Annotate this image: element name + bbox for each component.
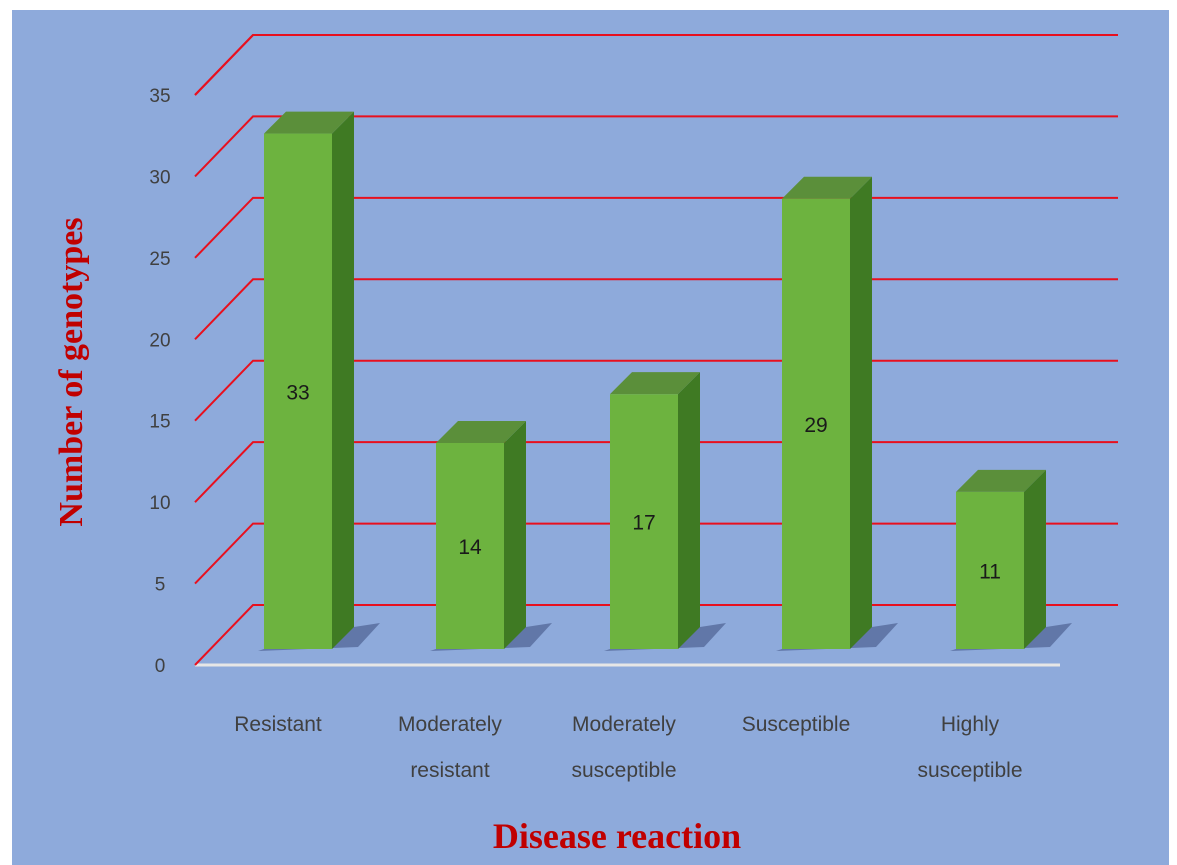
bar-top (782, 176, 872, 199)
gridline (194, 115, 1118, 178)
bar (782, 198, 850, 649)
bars: 33 14 17 29 11 (264, 111, 1046, 650)
y-tick-label: 0 (155, 656, 166, 677)
bar (610, 394, 678, 649)
x-axis-categories: Resistant Moderately resistant Moderately su… (234, 713, 1022, 782)
gridline (194, 34, 1118, 96)
y-axis-title: Number of genotypes (53, 217, 90, 526)
x-tick-label: Highly susceptible (917, 713, 1022, 782)
bar (436, 443, 504, 649)
y-tick-label: 35 (149, 86, 170, 107)
x-tick-label: Moderately susceptible (571, 713, 676, 782)
data-label: 33 (286, 381, 309, 404)
bar-side (850, 176, 872, 649)
data-label: 14 (458, 536, 482, 559)
x-tick-label: Resistant (234, 713, 322, 736)
y-tick-label: 15 (149, 412, 170, 433)
y-axis-ticks: 0 5 10 15 20 25 30 35 (149, 86, 170, 677)
bar (956, 491, 1024, 649)
x-axis-title: Disease reaction (493, 816, 741, 856)
data-label: 29 (804, 414, 827, 437)
bar (264, 133, 332, 650)
gridline (194, 34, 1118, 96)
bar-top (610, 372, 700, 395)
y-tick-label: 30 (149, 167, 170, 188)
bar-side (332, 111, 354, 650)
y-tick-label: 10 (149, 493, 170, 514)
data-label: 17 (632, 512, 655, 535)
plot-background (12, 10, 1169, 865)
bar-side (678, 372, 700, 649)
y-tick-label: 5 (155, 575, 166, 596)
bar-side (504, 421, 526, 649)
x-tick-label: Susceptible (742, 713, 851, 736)
data-label: 11 (979, 560, 1001, 583)
bar-top (956, 469, 1046, 492)
bar-top (264, 111, 354, 134)
x-tick-label: Moderately resistant (398, 713, 502, 782)
bar-side (1024, 469, 1046, 649)
bar-top (436, 421, 526, 443)
y-tick-label: 20 (149, 330, 170, 351)
y-tick-label: 25 (149, 249, 170, 270)
